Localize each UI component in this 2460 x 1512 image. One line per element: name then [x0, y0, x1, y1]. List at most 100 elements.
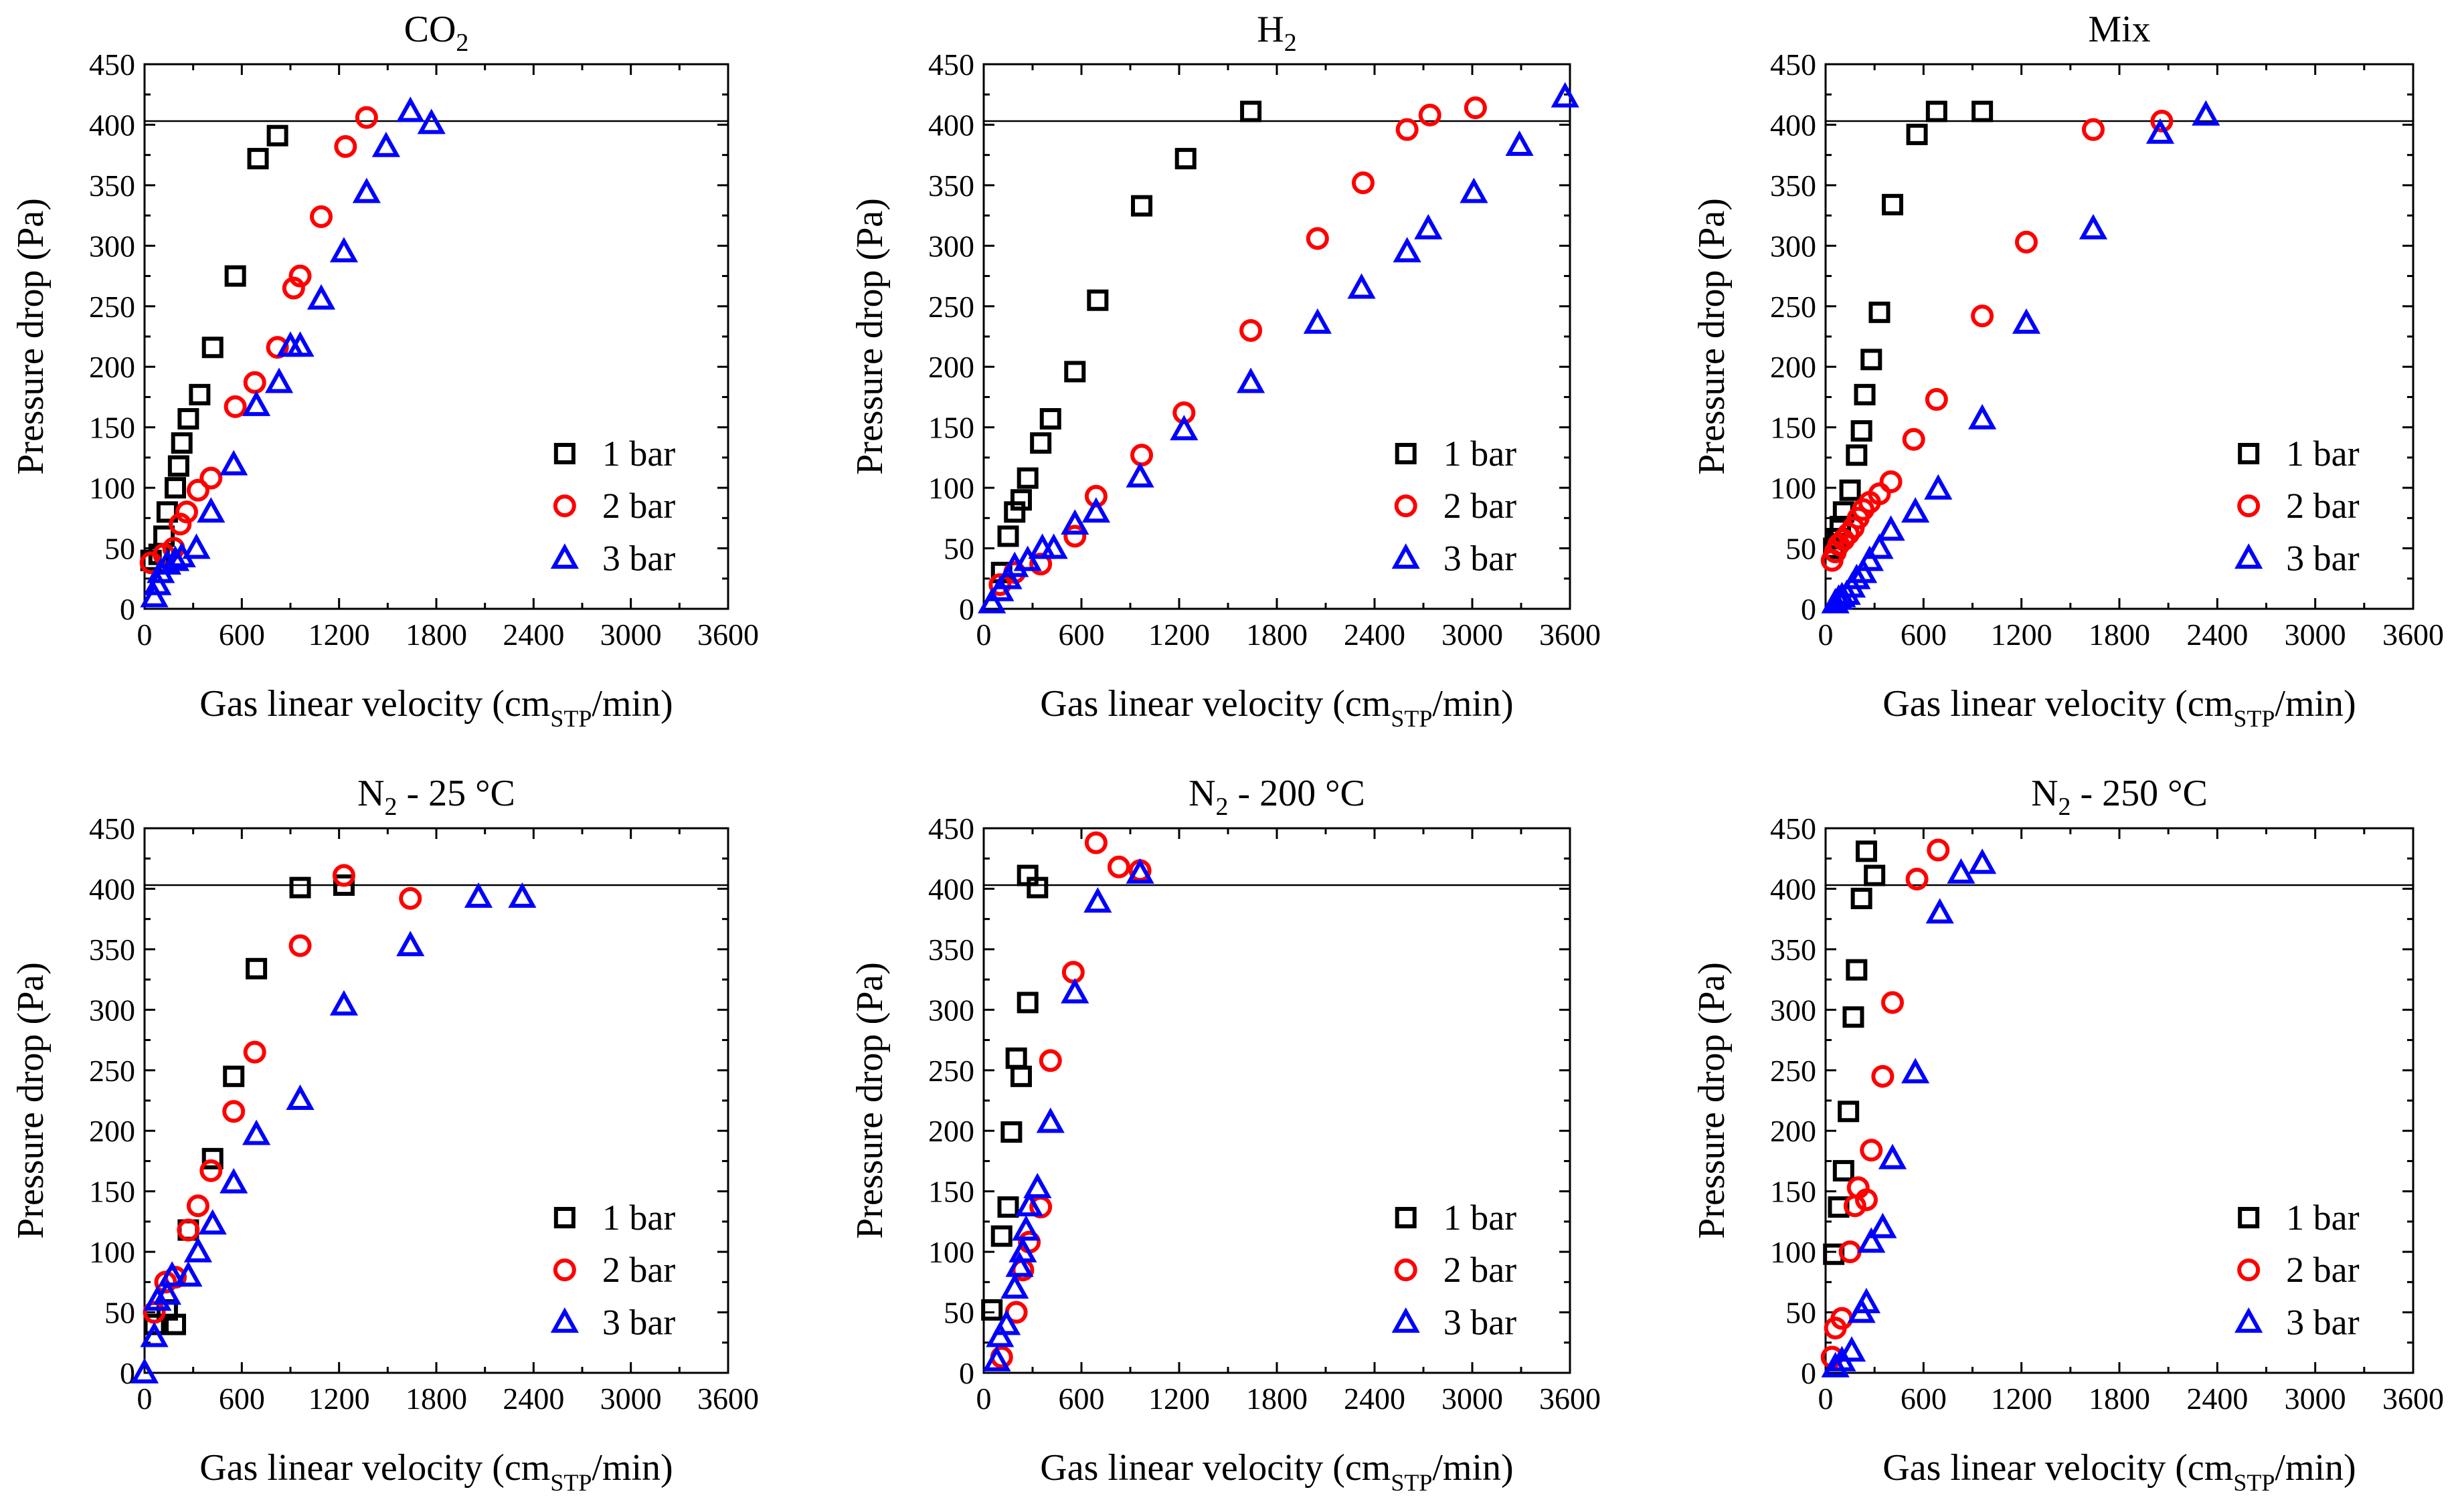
x-tick-label: 3600 — [697, 1382, 759, 1416]
plot-frame — [143, 63, 729, 610]
data-point — [988, 573, 1012, 596]
x-tick-label: 600 — [219, 1382, 265, 1416]
data-point — [1036, 1107, 1065, 1133]
y-axis-label: Pressure drop (Pa) — [849, 198, 891, 475]
x-label-end: /min) — [592, 683, 673, 725]
series-2-bar — [143, 864, 422, 1324]
legend-label: 3 bar — [2286, 1302, 2359, 1342]
y-tick-label: 150 — [1770, 411, 1816, 445]
x-tick-label: 2400 — [1344, 1382, 1405, 1416]
x-axis-label: Gas linear velocity (cmSTP/min) — [199, 1447, 673, 1496]
legend-marker — [2237, 494, 2261, 518]
legend-label: 3 bar — [602, 538, 675, 578]
x-tick-label: 3000 — [1441, 1382, 1503, 1416]
data-point — [332, 864, 355, 887]
y-tick-label: 450 — [89, 812, 135, 846]
data-point — [1868, 482, 1891, 506]
data-point — [464, 882, 493, 908]
data-point — [288, 264, 312, 288]
title-main: N — [1189, 773, 1215, 814]
legend-label: 2 bar — [1443, 1250, 1516, 1290]
y-tick-label: 150 — [928, 411, 974, 445]
data-point — [219, 450, 248, 476]
legend-marker — [2237, 1258, 2261, 1282]
y-tick-label: 300 — [928, 993, 974, 1027]
series-3-bar — [130, 882, 537, 1384]
x-tick-label: 2400 — [1344, 618, 1405, 652]
x-tick-label: 1200 — [1991, 1382, 2052, 1416]
legend-label: 1 bar — [1443, 434, 1516, 474]
data-point — [992, 1309, 1021, 1335]
y-tick-label: 250 — [928, 1054, 974, 1088]
data-point — [243, 1040, 266, 1064]
legend-label: 2 bar — [602, 486, 675, 526]
y-tick-label: 450 — [89, 48, 135, 82]
y-tick-label: 50 — [944, 1296, 974, 1330]
title-subscript: 2 — [385, 793, 398, 821]
data-point — [1303, 308, 1332, 334]
data-point — [289, 876, 311, 899]
data-point — [1901, 1058, 1930, 1084]
legend-label: 1 bar — [602, 434, 675, 474]
data-point — [1039, 533, 1068, 559]
data-point — [2145, 118, 2175, 144]
data-point — [288, 934, 312, 957]
series-1-bar — [981, 864, 1049, 1321]
legend-marker — [1391, 1307, 1420, 1333]
data-point — [329, 989, 359, 1016]
data-point — [352, 177, 381, 203]
data-point — [201, 1147, 224, 1169]
y-tick-label: 300 — [1770, 993, 1816, 1027]
series-2-bar — [1820, 838, 1950, 1369]
data-point — [1087, 289, 1109, 311]
title-subscript: 2 — [2058, 793, 2071, 821]
x-tick-label: 600 — [1901, 618, 1947, 652]
data-point — [1848, 557, 1878, 583]
data-point — [266, 124, 288, 147]
data-point — [1039, 408, 1061, 430]
y-tick-label: 400 — [1770, 872, 1816, 906]
y-tick-label: 200 — [89, 1114, 135, 1148]
x-tick-label: 0 — [137, 618, 153, 652]
data-point — [1013, 545, 1042, 571]
y-tick-label: 200 — [928, 350, 974, 384]
data-point — [1860, 1139, 1883, 1162]
data-point — [1130, 444, 1154, 467]
y-tick-label: 50 — [104, 532, 135, 566]
data-point — [1012, 1215, 1041, 1241]
series-1-bar — [990, 100, 1262, 583]
data-point — [1131, 195, 1153, 217]
title-main: Mix — [2088, 9, 2150, 50]
data-point — [1850, 420, 1872, 442]
data-point — [1010, 1065, 1032, 1087]
data-point — [177, 408, 199, 430]
x-tick-label: 0 — [1818, 618, 1834, 652]
data-point — [174, 1261, 203, 1287]
data-point — [1925, 100, 1947, 122]
x-tick-label: 600 — [1059, 618, 1105, 652]
legend-label: 3 bar — [1443, 538, 1516, 578]
x-tick-label: 3000 — [2285, 1382, 2346, 1416]
y-tick-label: 200 — [1770, 1114, 1816, 1148]
series-1-bar — [1823, 840, 1886, 1265]
x-tick-label: 2400 — [503, 618, 564, 652]
y-tick-label: 300 — [89, 229, 135, 263]
data-point — [143, 1313, 165, 1335]
data-point — [1030, 432, 1052, 454]
y-tick-label: 350 — [928, 933, 974, 967]
x-tick-label: 600 — [1901, 1382, 1947, 1416]
data-point — [333, 874, 355, 896]
plot-frame — [982, 827, 1571, 1374]
data-point — [1846, 959, 1868, 981]
data-point — [182, 533, 211, 559]
y-tick-label: 150 — [1770, 1175, 1816, 1209]
y-tick-label: 450 — [928, 48, 974, 82]
x-tick-label: 3600 — [2382, 1382, 2444, 1416]
panel-title: N2 - 25 °C — [357, 773, 515, 821]
data-point — [978, 587, 1006, 613]
y-tick-label: 150 — [89, 411, 135, 445]
data-point — [1084, 831, 1108, 854]
y-tick-label: 0 — [120, 1356, 135, 1390]
data-point — [1821, 1351, 1850, 1378]
legend-marker — [553, 494, 576, 518]
